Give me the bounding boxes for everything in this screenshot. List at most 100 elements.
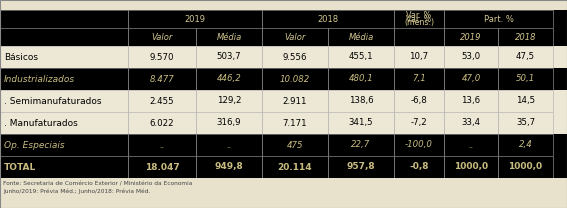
- Text: Fonte: Secretaria de Comércio Exterior / Ministério da Economia: Fonte: Secretaria de Comércio Exterior /…: [3, 181, 192, 186]
- Bar: [498, 46, 553, 68]
- Text: 8.477: 8.477: [150, 74, 175, 83]
- Text: 1000,0: 1000,0: [509, 162, 543, 172]
- Text: ..: ..: [159, 140, 165, 150]
- Bar: [328, 68, 394, 90]
- Text: Básicos: Básicos: [4, 52, 38, 62]
- Text: Junho/2019: Prévia Méd.; Junho/2018: Prévia Méd.: Junho/2019: Prévia Méd.; Junho/2018: Pré…: [3, 188, 150, 193]
- Text: Valor: Valor: [284, 32, 306, 42]
- Text: 2019: 2019: [184, 15, 205, 24]
- Bar: [0, 112, 567, 134]
- Text: 18.047: 18.047: [145, 162, 179, 172]
- Bar: [394, 46, 444, 68]
- Bar: [196, 28, 262, 46]
- Bar: [444, 156, 498, 178]
- Text: 138,6: 138,6: [349, 97, 373, 105]
- Text: Var. %: Var. %: [407, 11, 431, 20]
- Bar: [0, 68, 567, 90]
- Text: Op. Especiais: Op. Especiais: [4, 140, 65, 150]
- Bar: [128, 90, 196, 112]
- Bar: [262, 134, 328, 156]
- Text: 480,1: 480,1: [349, 74, 374, 83]
- Bar: [0, 134, 567, 156]
- Text: 13,6: 13,6: [462, 97, 481, 105]
- Text: 50,1: 50,1: [516, 74, 535, 83]
- Text: 341,5: 341,5: [349, 119, 373, 128]
- Bar: [128, 134, 196, 156]
- Bar: [394, 28, 444, 46]
- Text: 503,7: 503,7: [217, 52, 242, 62]
- Bar: [262, 112, 328, 134]
- Text: 949,8: 949,8: [215, 162, 243, 172]
- Text: . Semimanufaturados: . Semimanufaturados: [4, 97, 101, 105]
- Bar: [498, 90, 553, 112]
- Bar: [328, 46, 394, 68]
- Bar: [498, 68, 553, 90]
- Bar: [328, 28, 394, 46]
- Bar: [394, 10, 444, 46]
- Text: 10.082: 10.082: [280, 74, 310, 83]
- Bar: [128, 156, 196, 178]
- Text: -7,2: -7,2: [411, 119, 428, 128]
- Text: 2,4: 2,4: [519, 140, 532, 150]
- Bar: [0, 112, 128, 134]
- Text: Industrializados: Industrializados: [4, 74, 75, 83]
- Bar: [498, 156, 553, 178]
- Text: 10,7: 10,7: [409, 52, 429, 62]
- Text: 9.556: 9.556: [283, 52, 307, 62]
- Text: 22,7: 22,7: [352, 140, 371, 150]
- Bar: [0, 28, 567, 46]
- Text: ..: ..: [468, 140, 474, 150]
- Bar: [444, 90, 498, 112]
- Bar: [262, 46, 328, 68]
- Text: 47,0: 47,0: [462, 74, 481, 83]
- Bar: [444, 112, 498, 134]
- Bar: [394, 134, 444, 156]
- Bar: [196, 68, 262, 90]
- Text: 446,2: 446,2: [217, 74, 242, 83]
- Text: 7.171: 7.171: [283, 119, 307, 128]
- Text: 6.022: 6.022: [150, 119, 174, 128]
- Bar: [128, 68, 196, 90]
- Text: 14,5: 14,5: [516, 97, 535, 105]
- Bar: [0, 46, 128, 68]
- Text: 957,8: 957,8: [346, 162, 375, 172]
- Bar: [0, 28, 128, 46]
- Bar: [196, 46, 262, 68]
- Text: 2018: 2018: [515, 32, 536, 42]
- Text: 2018: 2018: [318, 15, 338, 24]
- Bar: [0, 178, 567, 206]
- Text: 9.570: 9.570: [150, 52, 174, 62]
- Bar: [262, 28, 328, 46]
- Text: . Manufaturados: . Manufaturados: [4, 119, 78, 128]
- Bar: [0, 46, 567, 68]
- Bar: [128, 10, 262, 28]
- Text: 129,2: 129,2: [217, 97, 241, 105]
- Bar: [0, 68, 128, 90]
- Bar: [328, 112, 394, 134]
- Bar: [444, 10, 553, 28]
- Bar: [0, 90, 567, 112]
- Text: 7,1: 7,1: [412, 74, 426, 83]
- Bar: [0, 10, 567, 28]
- Text: TOTAL: TOTAL: [4, 162, 36, 172]
- Bar: [394, 68, 444, 90]
- Bar: [196, 156, 262, 178]
- Bar: [498, 112, 553, 134]
- Text: 35,7: 35,7: [516, 119, 535, 128]
- Bar: [498, 28, 553, 46]
- Text: Média: Média: [217, 32, 242, 42]
- Text: 2019: 2019: [460, 32, 482, 42]
- Text: 2.911: 2.911: [283, 97, 307, 105]
- Bar: [262, 90, 328, 112]
- Bar: [328, 90, 394, 112]
- Text: (mens.): (mens.): [404, 18, 434, 27]
- Bar: [394, 90, 444, 112]
- Bar: [394, 156, 444, 178]
- Bar: [328, 134, 394, 156]
- Bar: [444, 46, 498, 68]
- Text: Média: Média: [348, 32, 374, 42]
- Bar: [0, 134, 128, 156]
- Bar: [0, 90, 128, 112]
- Text: 20.114: 20.114: [278, 162, 312, 172]
- Bar: [196, 112, 262, 134]
